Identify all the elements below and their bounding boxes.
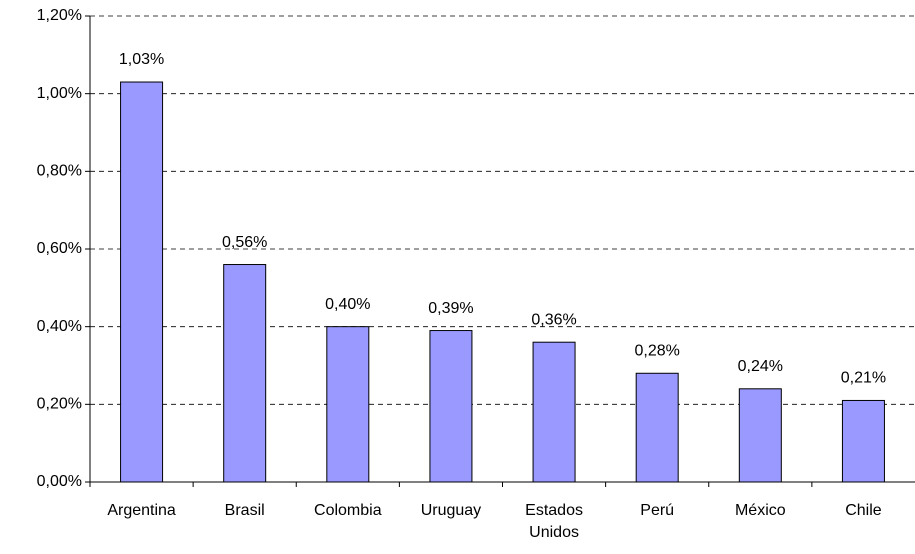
- bar: [738, 388, 782, 483]
- y-tick-label: 1,00%: [37, 85, 82, 102]
- data-label: 0,39%: [428, 300, 473, 317]
- x-tick-label: Estados Unidos: [525, 502, 583, 541]
- x-tick-label: Colombia: [314, 502, 382, 519]
- x-tick-label: Uruguay: [420, 502, 482, 519]
- data-label: 0,24%: [738, 358, 783, 375]
- bar: [635, 372, 679, 483]
- data-label: 0,40%: [325, 296, 370, 313]
- y-tick-label: 0,00%: [37, 473, 82, 490]
- bar: [223, 264, 267, 483]
- x-tick-label: México: [734, 502, 786, 519]
- data-label: 0,28%: [635, 342, 680, 359]
- x-tick-label: Chile: [845, 502, 882, 519]
- y-tick-label: 0,80%: [37, 163, 82, 180]
- y-tick-label: 0,20%: [37, 396, 82, 413]
- bar: [120, 81, 164, 483]
- y-tick-label: 1,20%: [37, 7, 82, 24]
- bar: [841, 399, 885, 483]
- x-tick-label: Brasil: [224, 502, 265, 519]
- y-tick-label: 0,40%: [37, 318, 82, 335]
- y-tick-label: 0,60%: [37, 240, 82, 257]
- data-label: 1,03%: [119, 51, 164, 68]
- x-tick-label: Perú: [640, 502, 675, 519]
- data-label: 0,36%: [531, 311, 576, 328]
- bar: [532, 341, 576, 483]
- bar: [326, 326, 370, 483]
- data-label: 0,56%: [222, 234, 267, 251]
- bar: [429, 330, 473, 483]
- data-label: 0,21%: [841, 370, 886, 387]
- x-tick-label: Argentina: [107, 502, 176, 519]
